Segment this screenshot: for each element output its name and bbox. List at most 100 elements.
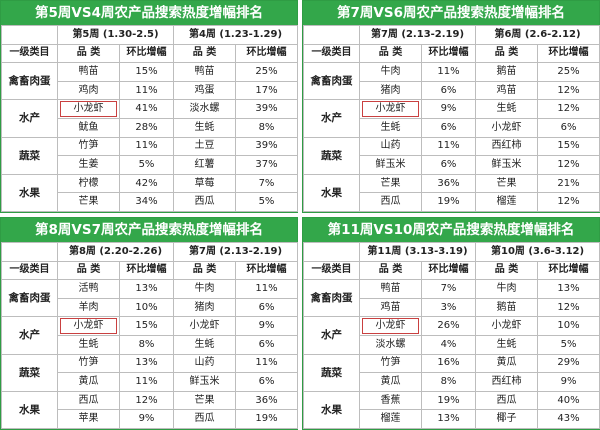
growth-a-cell: 16%	[420, 353, 477, 374]
growth-b-cell: 37%	[234, 155, 299, 175]
header-blank	[1, 25, 58, 45]
growth-b-cell: 15%	[537, 136, 600, 157]
product-col-header: 品 类	[173, 260, 237, 281]
growth-b-cell: 10%	[537, 316, 600, 336]
week-a-header: 第8周 (2.20-2.26)	[56, 242, 175, 262]
growth-b-cell: 9%	[235, 316, 299, 336]
week-a-header: 第7周 (2.13-2.19)	[358, 25, 477, 45]
week-b-header: 第6周 (2.6-2.12)	[475, 25, 600, 45]
product-a-cell: 活鸭	[57, 279, 120, 299]
table-row: 禽畜肉蛋 鸭苗 7% 牛肉 13%	[303, 279, 600, 318]
table-row: 羊肉 10% 猪肉 6%	[2, 297, 299, 318]
product-a-cell: 猪肉	[359, 80, 422, 101]
product-a-cell: 黄瓜	[359, 372, 422, 392]
growth-a-cell: 15%	[119, 62, 174, 82]
week-header-row: 第7周 (2.13-2.19) 第6周 (2.6-2.12)	[303, 25, 600, 45]
table-row: 禽畜肉蛋 鸭苗 15% 鸭苗 25%	[1, 62, 299, 101]
product-b-cell: 椰子	[475, 409, 539, 429]
product-a-cell: 小龙虾	[359, 99, 422, 119]
product-a-cell: 淡水螺	[359, 334, 422, 355]
category-cell: 蔬菜	[1, 353, 58, 392]
product-a-cell: 生蚝	[359, 117, 422, 138]
growth-a-cell: 6%	[420, 117, 477, 138]
product-a-cell: 榴莲	[359, 409, 422, 429]
product-b-cell: 牛肉	[173, 279, 237, 299]
product-b-cell: 鲜玉米	[475, 155, 539, 175]
product-a-cell: 鲜玉米	[359, 155, 422, 175]
table-row: 鱿鱼 28% 生蚝 8%	[2, 117, 299, 138]
product-b-cell: 西红柿	[475, 136, 539, 157]
product-b-cell: 黄瓜	[475, 353, 539, 374]
growth-b-cell: 29%	[537, 353, 600, 374]
product-b-cell: 猪肉	[173, 297, 237, 318]
week-b-header: 第7周 (2.13-2.19)	[173, 242, 299, 262]
ranking-panel: 第11周VS10周农产品搜索热度增幅排名 第11周 (3.13-3.19) 第10周…	[302, 217, 600, 430]
product-a-cell: 山药	[359, 136, 422, 157]
table-row: 禽畜肉蛋 活鸭 13% 牛肉 11%	[1, 279, 299, 318]
growth-a-cell: 11%	[420, 62, 477, 82]
ranking-panel: 第7周VS6周农产品搜索热度增幅排名 第7周 (2.13-2.19) 第6周 (2.…	[302, 0, 600, 213]
product-b-cell: 牛肉	[475, 279, 539, 299]
product-col-header: 品 类	[475, 260, 539, 281]
product-a-cell: 竹笋	[57, 136, 120, 157]
table-row: 蔬菜 竹笋 11% 土豆 39%	[1, 136, 299, 175]
growth-b-cell: 8%	[234, 117, 299, 138]
category-cell: 蔬菜	[1, 136, 58, 175]
table-row: 生蚝 8% 生蚝 6%	[2, 334, 299, 355]
column-header-row: 一级类目品 类环比增幅品 类环比增幅	[303, 260, 600, 281]
product-col-header: 品 类	[57, 43, 120, 64]
growth-a-cell: 26%	[420, 316, 477, 336]
growth-a-cell: 13%	[420, 409, 477, 429]
week-b-header: 第10周 (3.6-3.12)	[475, 242, 600, 262]
growth-b-cell: 25%	[537, 62, 600, 82]
growth-col-header: 环比增幅	[119, 43, 174, 64]
growth-b-cell: 36%	[235, 390, 299, 411]
ranking-table: 第8周 (2.20-2.26) 第7周 (2.13-2.19) 一级类目品 类环比增…	[1, 242, 299, 430]
table-row: 芒果 34% 西瓜 5%	[2, 192, 299, 212]
product-b-cell: 芒果	[475, 173, 539, 194]
column-header-row: 一级类目品 类环比增幅品 类环比增幅	[303, 43, 600, 64]
growth-a-cell: 41%	[119, 99, 174, 119]
growth-b-cell: 6%	[235, 334, 299, 355]
growth-b-cell: 9%	[537, 372, 600, 392]
header-blank	[1, 242, 58, 262]
growth-a-cell: 12%	[118, 390, 175, 411]
product-a-cell: 牛肉	[359, 62, 422, 82]
product-b-cell: 生蚝	[475, 99, 539, 119]
growth-col-header: 环比增幅	[235, 260, 299, 281]
table-row: 榴莲 13% 椰子 43%	[304, 409, 600, 429]
category-col-header: 一级类目	[1, 43, 58, 64]
growth-a-cell: 11%	[119, 80, 174, 101]
product-col-header: 品 类	[173, 43, 236, 64]
growth-a-cell: 6%	[420, 80, 477, 101]
growth-a-cell: 7%	[420, 279, 477, 299]
growth-col-header: 环比增幅	[537, 260, 600, 281]
category-cell: 水产	[303, 316, 360, 355]
product-a-cell: 鸡肉	[57, 80, 120, 101]
table-row: 鸡苗 3% 鹅苗 12%	[304, 297, 600, 318]
growth-b-cell: 12%	[537, 99, 600, 119]
table-row: 水产 小龙虾 26% 小龙虾 10%	[303, 316, 600, 355]
growth-a-cell: 11%	[118, 372, 175, 392]
panel-title: 第5周VS4周农产品搜索热度增幅排名	[1, 1, 297, 25]
growth-a-cell: 11%	[119, 136, 174, 157]
growth-col-header: 环比增幅	[118, 260, 175, 281]
product-a-cell: 西瓜	[57, 390, 120, 411]
category-cell: 蔬菜	[303, 136, 360, 175]
growth-a-cell: 3%	[420, 297, 477, 318]
table-row: 水产 小龙虾 9% 生蚝 12%	[303, 99, 600, 138]
product-a-cell: 竹笋	[359, 353, 422, 374]
product-a-cell: 苹果	[57, 409, 120, 429]
growth-a-cell: 13%	[118, 279, 175, 299]
growth-b-cell: 19%	[235, 409, 299, 429]
category-cell: 水产	[1, 99, 58, 138]
header-blank	[303, 25, 360, 45]
table-row: 水果 西瓜 12% 芒果 36%	[1, 390, 299, 430]
ranking-table: 第5周 (1.30-2.5) 第4周 (1.23-1.29) 一级类目品 类环比增幅…	[1, 25, 299, 213]
panel-title: 第8周VS7周农产品搜索热度增幅排名	[1, 218, 297, 242]
growth-b-cell: 39%	[234, 136, 299, 157]
product-a-cell: 黄瓜	[57, 372, 120, 392]
category-cell: 禽畜肉蛋	[1, 279, 58, 318]
category-cell: 蔬菜	[303, 353, 360, 392]
product-a-cell: 鸡苗	[359, 297, 422, 318]
